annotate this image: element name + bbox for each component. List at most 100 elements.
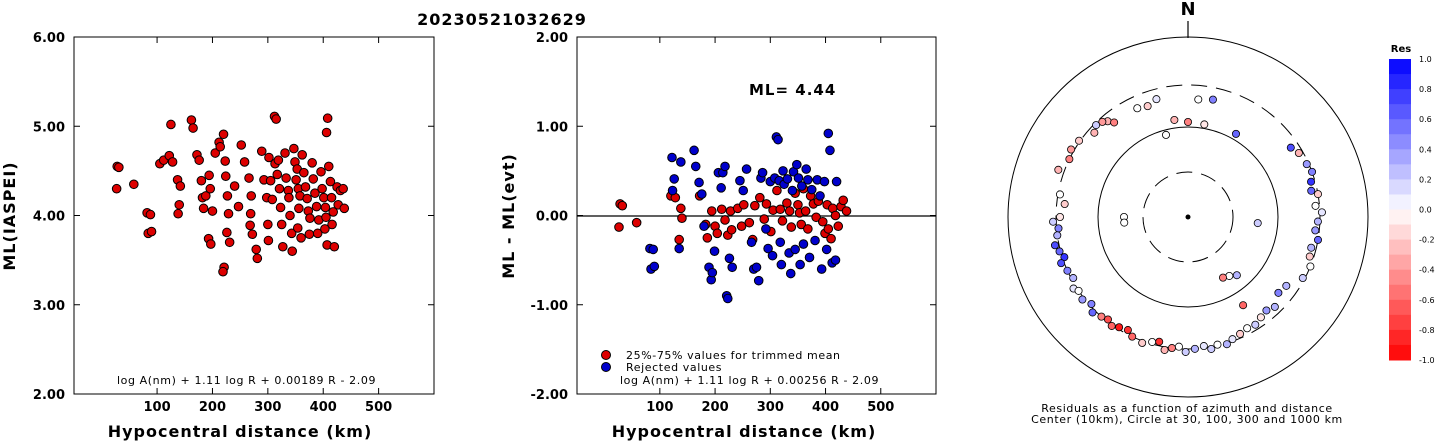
middle-trimmed-point xyxy=(706,206,717,216)
polar-residual-point xyxy=(1311,201,1320,210)
epicenter-dot xyxy=(1185,214,1191,220)
polar-caption-line2: Center (10km), Circle at 30, 100, 300 an… xyxy=(1031,413,1343,426)
colorbar-tick-label: 0.8 xyxy=(1419,85,1432,94)
polar-residual-point xyxy=(1307,186,1316,195)
middle-x-axis-title: Hypocentral distance (km) xyxy=(612,422,877,441)
polar-residual-point xyxy=(1222,340,1231,349)
middle-trimmed-point xyxy=(677,213,687,223)
left-data-point xyxy=(272,169,283,180)
middle-rejected-point xyxy=(707,267,718,278)
left-data-point xyxy=(305,213,315,223)
polar-residual-point xyxy=(1148,337,1157,346)
left-data-point xyxy=(244,173,254,183)
left-data-point xyxy=(267,194,278,205)
middle-y-tick-label: 2.00 xyxy=(536,31,568,46)
polar-residual-point xyxy=(1208,95,1217,104)
middle-rejected-point xyxy=(716,183,726,193)
middle-rejected-point xyxy=(648,244,659,255)
left-data-point xyxy=(146,226,157,237)
middle-trimmed-point xyxy=(716,204,727,215)
polar-residual-point xyxy=(1053,231,1062,240)
middle-trimmed-point xyxy=(674,234,684,245)
left-data-point xyxy=(287,246,298,256)
left-x-ticks: 100 200 300 400 500 xyxy=(144,37,392,415)
polar-residual-point xyxy=(1313,217,1322,226)
legend-rejected-label: Rejected values xyxy=(626,361,722,374)
left-data-point xyxy=(251,244,262,255)
middle-panel: 100 200 300 400 500 -2.00 -1.00 0.00 1.00 2.00 M… xyxy=(499,31,937,441)
left-y-tick-label: 2.00 xyxy=(33,388,65,403)
left-data-point xyxy=(129,179,139,190)
left-data-point xyxy=(220,156,230,166)
polar-residual-point xyxy=(1194,95,1203,104)
left-data-point xyxy=(263,235,274,246)
left-data-point xyxy=(218,129,229,140)
left-data-point xyxy=(294,203,304,214)
middle-x-tick-label: 300 xyxy=(757,400,784,415)
event-title: 20230521032629 xyxy=(417,10,587,29)
middle-trimmed-point xyxy=(823,224,834,234)
polar-residual-point xyxy=(1170,115,1179,124)
left-data-point xyxy=(310,188,320,198)
polar-residual-point xyxy=(1306,262,1315,271)
left-data-point xyxy=(278,241,288,252)
polar-residual-point xyxy=(1294,148,1303,157)
colorbar-tick-label: 0.6 xyxy=(1419,115,1432,124)
middle-trimmed-point xyxy=(800,206,811,216)
middle-y-axis-title: ML - ML(evt) xyxy=(499,153,518,279)
legend-rejected-marker xyxy=(601,362,611,372)
polar-points xyxy=(1049,95,1326,356)
polar-residual-point xyxy=(1253,219,1262,228)
colorbar-swatches xyxy=(1389,59,1411,361)
polar-residual-point xyxy=(1088,308,1097,317)
polar-residual-point xyxy=(1174,342,1183,351)
polar-residual-point xyxy=(1286,143,1295,152)
middle-trimmed-point xyxy=(702,233,713,243)
middle-rejected-point xyxy=(738,185,749,196)
middle-x-tick-label: 100 xyxy=(646,400,673,415)
left-data-point xyxy=(312,228,323,239)
polar-residual-point xyxy=(1311,226,1320,235)
middle-x-tick-label: 400 xyxy=(812,400,839,415)
middle-x-tick-label: 200 xyxy=(702,400,729,415)
colorbar-swatch xyxy=(1389,344,1411,361)
colorbar-swatch xyxy=(1389,314,1411,331)
colorbar-swatch xyxy=(1389,149,1411,165)
polar-residual-point xyxy=(1243,324,1252,333)
middle-rejected-point xyxy=(727,262,737,273)
legend-trimmed-label: 25%-75% values for trimmed mean xyxy=(626,349,841,362)
polar-residual-point xyxy=(1097,312,1106,321)
middle-rejected-point xyxy=(741,164,752,174)
middle-trimmed-point xyxy=(777,216,788,226)
colorbar-swatch xyxy=(1389,224,1411,241)
middle-rejected-point xyxy=(751,262,762,273)
middle-trimmed-point xyxy=(759,214,770,224)
polar-residual-point xyxy=(1049,217,1058,226)
polar-residual-point xyxy=(1317,208,1326,217)
polar-residual-point xyxy=(1305,252,1314,261)
middle-rejected-point xyxy=(699,221,709,232)
left-y-tick-label: 6.00 xyxy=(33,31,65,46)
polar-residual-point xyxy=(1057,259,1066,268)
left-data-point xyxy=(273,155,284,165)
polar-residual-point xyxy=(1152,95,1161,104)
left-panel: 100 200 300 400 500 2.00 3.00 4.00 5.00 6.00 log… xyxy=(0,31,435,441)
colorbar-tick-label: -0.2 xyxy=(1419,236,1435,245)
left-data-point xyxy=(271,114,281,124)
polar-residual-point xyxy=(1274,288,1283,297)
polar-residual-point xyxy=(1087,299,1096,308)
polar-residual-point xyxy=(1103,315,1112,324)
polar-residual-point xyxy=(1065,155,1074,164)
left-data-point xyxy=(218,266,228,277)
left-data-point xyxy=(233,201,244,212)
polar-residual-point xyxy=(1060,200,1069,209)
middle-rejected-point xyxy=(816,264,827,274)
middle-y-tick-label: -1.00 xyxy=(531,299,568,314)
left-x-tick-label: 200 xyxy=(199,400,226,415)
polar-residual-point xyxy=(1251,320,1260,329)
north-label: N xyxy=(1180,0,1195,20)
polar-residual-point xyxy=(1167,344,1176,353)
colorbar-swatch xyxy=(1389,104,1411,120)
left-x-axis-title: Hypocentral distance (km) xyxy=(108,422,373,441)
left-data-point xyxy=(281,173,291,183)
